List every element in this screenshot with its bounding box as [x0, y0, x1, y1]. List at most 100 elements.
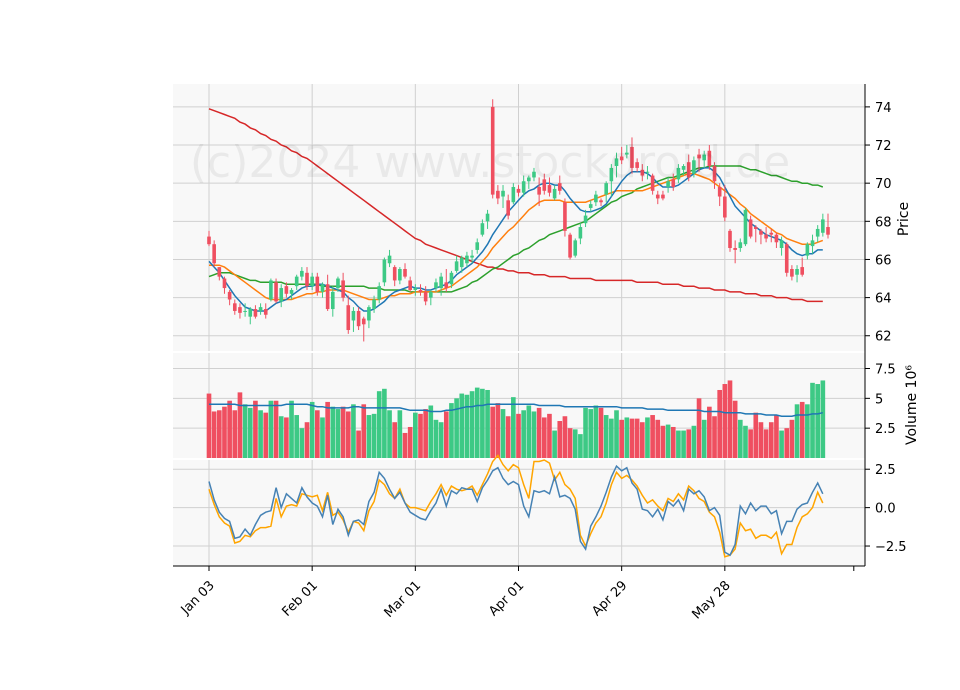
- candle-body: [588, 204, 593, 208]
- volume-bar: [578, 434, 583, 458]
- volume-bar: [402, 432, 408, 458]
- candle-body: [655, 194, 660, 199]
- candle-body: [635, 162, 639, 168]
- candle-body: [454, 261, 459, 271]
- candle-body: [496, 190, 500, 199]
- volume-bar: [361, 404, 367, 458]
- candle-body: [661, 194, 665, 199]
- volume-bar: [603, 415, 609, 458]
- candle-body: [707, 150, 712, 167]
- volume-bar: [521, 410, 526, 458]
- volume-ytick-label: 2.5: [875, 422, 896, 437]
- volume-bar: [320, 417, 325, 458]
- price-ytick-label: 64: [875, 292, 892, 307]
- candle-body: [728, 230, 732, 249]
- sma-long-line: [208, 108, 823, 303]
- candle-body: [330, 291, 335, 310]
- volume-bar: [387, 410, 392, 458]
- candle-body: [506, 200, 510, 216]
- candle-body: [356, 310, 361, 327]
- candle-body: [387, 255, 392, 264]
- volume-bar: [222, 406, 227, 458]
- candle-body: [444, 282, 449, 289]
- volume-axis-label: Volume 10⁶: [904, 365, 920, 445]
- candle-body: [599, 200, 603, 203]
- candle-body: [470, 255, 474, 258]
- candle-body: [666, 181, 670, 187]
- volume-bar: [779, 430, 784, 458]
- price-ytick-label: 66: [875, 253, 892, 268]
- volume-bar: [371, 413, 377, 458]
- oscillator-signal-line: [208, 454, 824, 558]
- volume-bar: [774, 415, 779, 458]
- candle-body: [790, 268, 794, 277]
- candle-body: [821, 219, 825, 233]
- price-ytick-label: 62: [875, 330, 892, 345]
- candle-body: [743, 209, 748, 245]
- volume-ytick-label: 7.5: [875, 363, 896, 378]
- candle-body: [253, 309, 258, 317]
- candle-body: [527, 177, 531, 182]
- candle-body: [434, 282, 438, 289]
- candle-body: [583, 215, 588, 224]
- candle-body: [805, 244, 810, 256]
- candle-body: [578, 227, 583, 239]
- volume-bar: [366, 415, 372, 458]
- oscillator-panel: −2.5 0.0 2.5: [173, 454, 907, 566]
- candle-body: [263, 309, 268, 315]
- volume-bar: [717, 389, 722, 458]
- volume-bar: [547, 413, 552, 458]
- candle-body: [459, 257, 464, 268]
- candle-body: [759, 230, 763, 235]
- candle-body: [485, 213, 490, 222]
- candle-body: [748, 219, 753, 237]
- candle-body: [217, 267, 222, 277]
- volume-bar: [572, 429, 578, 458]
- volume-bar: [639, 422, 645, 458]
- oscillator-ytick-label: 0.0: [875, 502, 896, 517]
- volume-bar: [794, 404, 800, 458]
- volume-bar: [567, 428, 573, 458]
- candle-body: [738, 242, 743, 249]
- candle-body: [465, 255, 469, 264]
- volume-bar: [340, 406, 346, 458]
- volume-bar: [413, 412, 418, 458]
- candle-body: [305, 272, 309, 287]
- candle-body: [547, 185, 552, 193]
- volume-bar: [583, 407, 588, 458]
- volume-bar: [712, 416, 717, 458]
- volume-bar: [258, 410, 263, 458]
- volume-bar: [696, 398, 702, 458]
- volume-bar: [516, 413, 521, 458]
- volume-bar: [562, 416, 568, 458]
- candle-body: [645, 171, 650, 173]
- volume-bar: [211, 411, 217, 458]
- candle-body: [815, 228, 820, 237]
- volume-bar: [216, 410, 222, 458]
- candle-body: [604, 183, 608, 195]
- price-ytick-label: 68: [875, 215, 892, 230]
- candle-body: [377, 286, 382, 300]
- volume-bar: [743, 425, 748, 458]
- volume-bar: [325, 401, 330, 458]
- volume-bar: [309, 401, 315, 458]
- candle-body: [625, 152, 629, 155]
- candle-body: [774, 234, 779, 243]
- candle-body: [294, 276, 299, 287]
- volume-bar: [805, 404, 810, 458]
- volume-bar: [433, 419, 439, 458]
- candle-body: [315, 276, 320, 292]
- candle-body: [423, 291, 428, 302]
- volume-bar: [634, 418, 640, 458]
- volume-bar: [495, 403, 501, 458]
- candle-body: [449, 272, 454, 285]
- x-tick-label: Mar 01: [382, 578, 425, 621]
- volume-bar: [423, 409, 428, 458]
- price-ytick-label: 74: [875, 101, 892, 116]
- candle-body: [398, 268, 402, 281]
- candle-body: [542, 179, 547, 191]
- candle-body: [676, 167, 681, 180]
- volume-bar: [330, 406, 336, 458]
- candle-body: [537, 186, 541, 195]
